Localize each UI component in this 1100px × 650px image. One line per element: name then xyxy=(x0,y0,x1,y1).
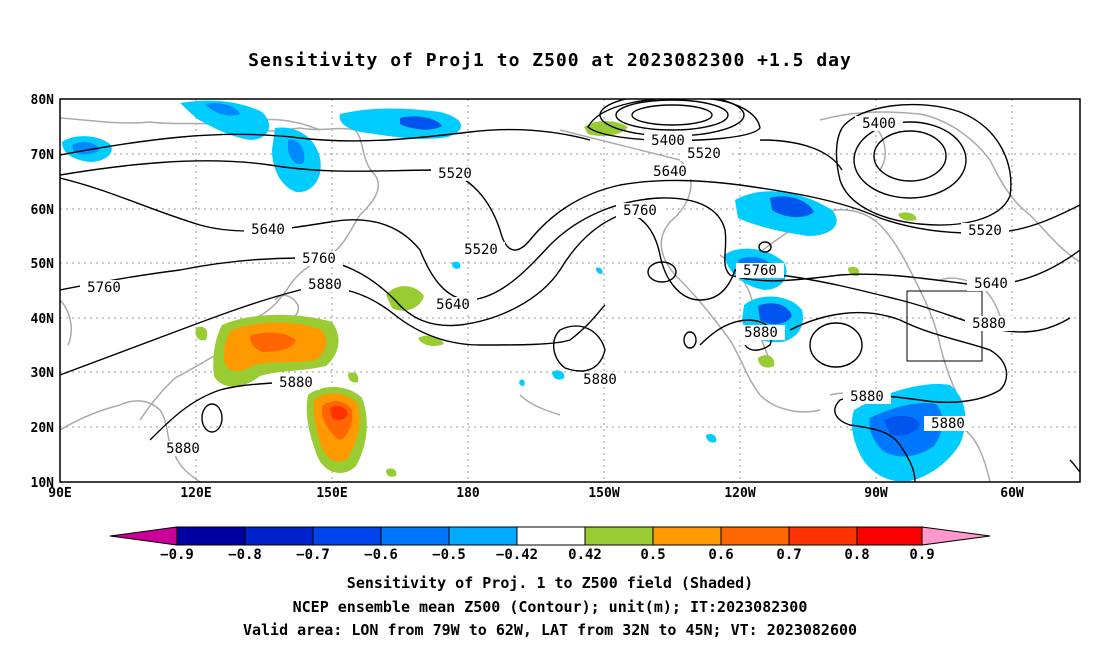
lon-label: 120W xyxy=(724,486,755,501)
lat-label: 30N xyxy=(31,366,55,381)
lon-label: 180 xyxy=(456,486,480,501)
colorbar-bin xyxy=(380,526,450,546)
contour-label: 5760 xyxy=(302,251,336,267)
colorbar-bin xyxy=(788,526,858,546)
caption-valid-area: Valid area: LON from 79W to 62W, LAT fro… xyxy=(242,621,858,639)
contour-label: 5880 xyxy=(850,389,884,405)
colorbar-tick: −0.9 xyxy=(160,547,194,563)
contour-label: 5640 xyxy=(436,297,470,313)
colorbar-high-end xyxy=(921,526,991,546)
colorbar-tick: 0.5 xyxy=(640,547,665,563)
contour-label: 5880 xyxy=(931,416,965,432)
caption-contour: NCEP ensemble mean Z500 (Contour); unit(… xyxy=(292,598,808,616)
colorbar-tick: −0.7 xyxy=(296,547,330,563)
lon-label: 60W xyxy=(1000,486,1024,501)
contour-label: 5520 xyxy=(464,242,498,258)
contour-label: 5880 xyxy=(972,316,1006,332)
contour-label: 5760 xyxy=(87,280,121,296)
contour-label: 5880 xyxy=(744,325,778,341)
colorbar-tick: 0.42 xyxy=(568,547,602,563)
contour-label: 5400 xyxy=(862,116,896,132)
contour-label: 5880 xyxy=(583,372,617,388)
colorbar-bin xyxy=(720,526,790,546)
contour-label: 5760 xyxy=(743,263,777,279)
colorbar-bin xyxy=(176,526,246,546)
lon-label: 150W xyxy=(588,486,619,501)
caption-shaded: Sensitivity of Proj. 1 to Z500 field (Sh… xyxy=(346,574,754,592)
contour-label: 5520 xyxy=(438,166,472,182)
contour-label: 5880 xyxy=(308,277,342,293)
colorbar-ticks: −0.9 −0.8 −0.7 −0.6 −0.5 −0.42 0.42 0.5 … xyxy=(160,547,935,563)
contour-label: 5880 xyxy=(279,375,313,391)
lat-label: 50N xyxy=(31,257,55,272)
lat-axis: 80N 70N 60N 50N 40N 30N 20N 10N xyxy=(31,93,55,491)
colorbar-bin xyxy=(516,526,586,546)
contour-label: 5640 xyxy=(653,164,687,180)
contour-label: 5400 xyxy=(651,133,685,149)
colorbar-tick: 0.9 xyxy=(909,547,934,563)
colorbar-tick: −0.6 xyxy=(364,547,398,563)
contour-label: 5520 xyxy=(687,146,721,162)
lon-label: 150E xyxy=(316,486,347,501)
lat-label: 10N xyxy=(31,476,55,491)
contour-label: 5880 xyxy=(166,441,200,457)
contour-label: 5640 xyxy=(251,222,285,238)
colorbar-tick: −0.42 xyxy=(496,547,538,563)
contour-label: 5520 xyxy=(968,223,1002,239)
lat-label: 80N xyxy=(31,93,55,108)
contour-label: 5760 xyxy=(623,203,657,219)
lon-axis: 90E 120E 150E 180 150W 120W 90W 60W xyxy=(48,486,1024,501)
colorbar-bin xyxy=(448,526,518,546)
colorbar-tick: 0.8 xyxy=(844,547,869,563)
colorbar-bin xyxy=(312,526,382,546)
colorbar-tick: −0.8 xyxy=(228,547,262,563)
sensitivity-shading xyxy=(62,100,966,482)
colorbar-tick: −0.5 xyxy=(432,547,466,563)
colorbar-bin xyxy=(244,526,314,546)
map-frame xyxy=(59,98,1081,483)
colorbar-bin xyxy=(652,526,722,546)
colorbar-bin xyxy=(856,526,923,546)
colorbar-bin xyxy=(584,526,654,546)
map-title: Sensitivity of Proj1 to Z500 at 20230823… xyxy=(248,50,852,71)
lon-label: 90E xyxy=(48,486,71,501)
colorbar-tick: 0.6 xyxy=(708,547,733,563)
contour-label: 5640 xyxy=(974,276,1008,292)
lat-label: 20N xyxy=(31,421,55,436)
colorbar-tick: 0.7 xyxy=(776,547,801,563)
contour-label-layer: 5400 5400 5520 5520 5520 5520 5640 5640 … xyxy=(80,116,1015,457)
colorbar xyxy=(109,526,991,546)
colorbar-low-end xyxy=(109,526,178,546)
lon-label: 120E xyxy=(180,486,211,501)
lon-label: 90W xyxy=(864,486,888,501)
lat-label: 60N xyxy=(31,203,55,218)
lat-label: 40N xyxy=(31,312,55,327)
lat-label: 70N xyxy=(31,148,55,163)
